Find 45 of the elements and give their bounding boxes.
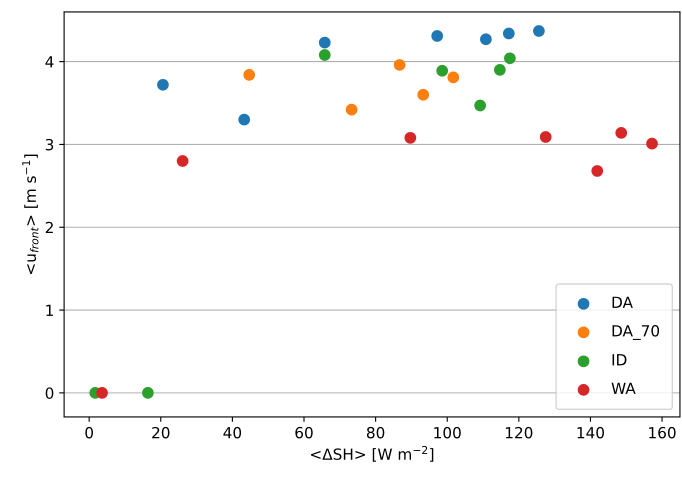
x-tick-label: 140: [578, 426, 604, 438]
point: [540, 131, 552, 143]
x-tick-label: 20: [152, 426, 170, 438]
legend-label: WA: [612, 382, 636, 394]
point: [474, 100, 486, 112]
point: [394, 59, 406, 71]
y-axis-title: <u$_{front}$> [m s$^{−1}$]: [22, 154, 38, 274]
point: [436, 64, 448, 77]
point: [615, 126, 628, 139]
point: [318, 36, 331, 48]
x-tick-label: 120: [506, 426, 532, 438]
y-tick-label: 4: [45, 56, 54, 68]
y-tick-label: 2: [46, 222, 53, 234]
point: [417, 88, 430, 101]
point: [243, 69, 256, 81]
x-tick-label: 160: [649, 426, 676, 438]
point: [494, 64, 506, 76]
x-tick-label: 40: [223, 426, 242, 438]
point: [176, 155, 188, 167]
y-tick-label: 1: [46, 304, 53, 316]
point: [404, 132, 416, 144]
point: [447, 72, 460, 84]
y-tick-label: 3: [46, 138, 54, 150]
point: [157, 78, 169, 91]
point: [646, 138, 658, 150]
x-axis-title: <ΔSH> [W m$^{−2}$]: [311, 446, 434, 462]
point: [142, 387, 154, 399]
x-tick-label: 80: [366, 426, 384, 438]
point: [504, 52, 516, 64]
x-tick-label: 60: [295, 426, 313, 438]
point: [238, 114, 250, 126]
x-tick-label: 100: [434, 426, 461, 438]
point: [533, 25, 545, 37]
point: [96, 387, 108, 399]
y-tick-label: 0: [46, 387, 54, 399]
point: [431, 30, 444, 42]
point: [591, 165, 604, 177]
point: [346, 104, 358, 116]
point: [480, 33, 492, 46]
legend-label: DA_70: [612, 325, 660, 340]
legend-label: DA: [612, 296, 633, 308]
x-tick-label: 0: [85, 426, 94, 438]
point: [318, 49, 331, 61]
legend-label: ID: [612, 354, 626, 366]
point: [502, 28, 515, 40]
